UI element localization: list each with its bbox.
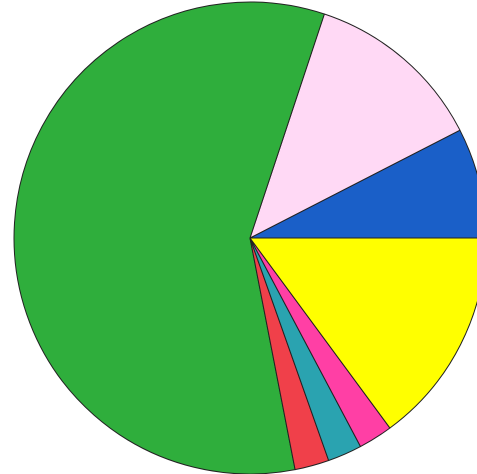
pie-slices — [13, 1, 477, 474]
pie-slice-1 — [249, 129, 477, 239]
pie-slice-3 — [13, 1, 325, 474]
pie-slice-7 — [249, 237, 477, 429]
pie-slice-2 — [249, 13, 461, 239]
